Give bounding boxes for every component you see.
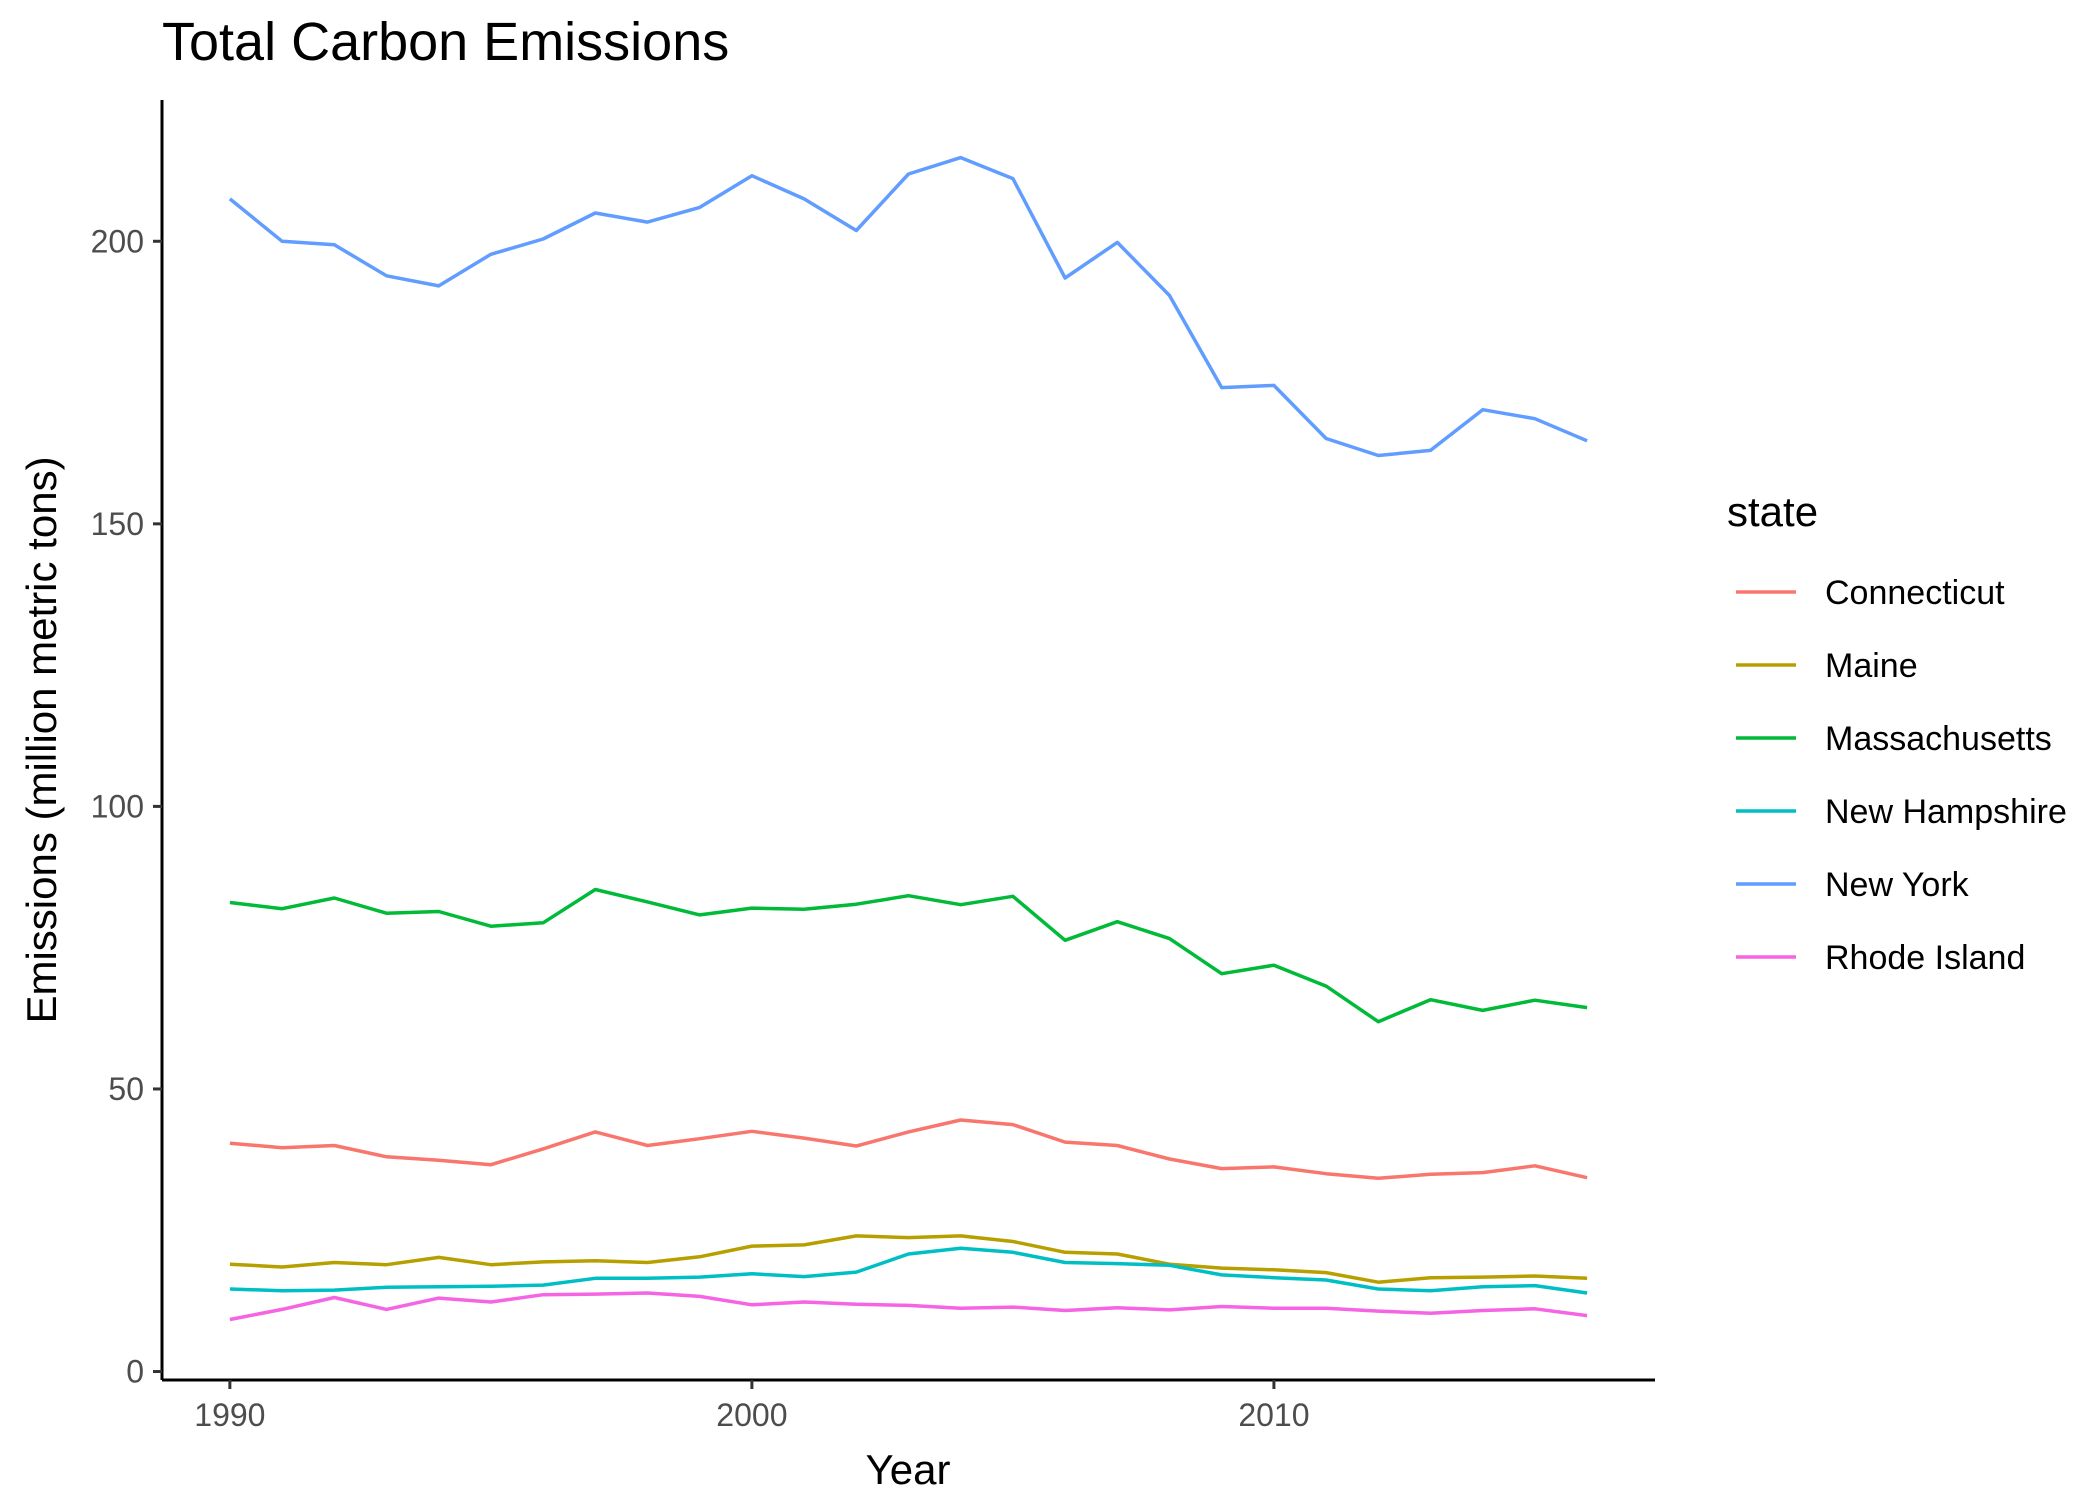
- x-tick-label: 1990: [194, 1397, 265, 1433]
- y-tick-label: 150: [91, 506, 144, 542]
- legend-label-massachusetts: Massachusetts: [1825, 720, 2052, 758]
- series-line-connecticut: [229, 1118, 1588, 1181]
- x-axis-title: Year: [866, 1446, 951, 1493]
- legend-label-new-york: New York: [1825, 866, 1970, 904]
- series-line-new-hampshire: [229, 1246, 1588, 1295]
- series-line-rhode-island: [229, 1291, 1588, 1322]
- legend-label-rhode-island: Rhode Island: [1825, 939, 2025, 977]
- series-line-massachusetts: [229, 887, 1588, 1024]
- y-axis-title: Emissions (million metric tons): [18, 456, 65, 1023]
- plot-area: [228, 155, 1588, 1322]
- x-tick-label: 2000: [716, 1397, 787, 1433]
- x-tick-label: 2010: [1238, 1397, 1309, 1433]
- x-axis-ticks: 1990 2000 2010: [194, 1380, 1310, 1433]
- y-tick-label: 100: [91, 788, 144, 824]
- legend-label-new-hampshire: New Hampshire: [1825, 793, 2067, 831]
- legend-title: state: [1727, 488, 1818, 535]
- chart-title: Total Carbon Emissions: [162, 12, 729, 72]
- series-line-new-york: [228, 155, 1588, 458]
- legend-label-maine: Maine: [1825, 647, 1918, 685]
- y-tick-label: 200: [91, 223, 144, 259]
- y-tick-label: 0: [126, 1354, 144, 1390]
- series-line-maine: [229, 1234, 1588, 1284]
- legend-items: Connecticut Maine Massachusetts New Hampshi…: [1736, 574, 2067, 977]
- legend: state Connecticut Maine Massachusetts New H…: [1727, 488, 2067, 977]
- legend-label-connecticut: Connecticut: [1825, 574, 2005, 612]
- y-tick-label: 50: [108, 1071, 144, 1107]
- y-axis-ticks: 0 50 100 150 200: [91, 223, 162, 1390]
